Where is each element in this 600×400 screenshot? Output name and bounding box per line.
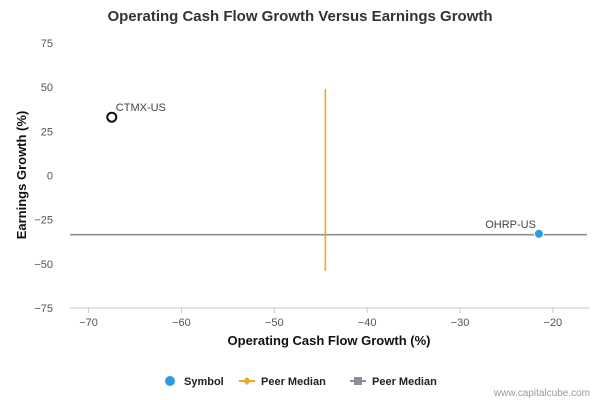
legend-circle-icon [165,376,175,386]
x-axis-title: Operating Cash Flow Growth (%) [228,333,431,348]
y-tick-label: 75 [41,38,53,50]
plot-area: −70 −60 −50 −40 −30 −20 75 50 25 0 −25 −50 −75 CTMX… [34,38,590,329]
y-tick-label: −50 [34,259,53,271]
x-axis-ticks: −70 −60 −50 −40 −30 −20 [79,308,562,329]
credit-text: www.capitalcube.com [493,388,590,399]
y-axis-title: Earnings Growth (%) [14,111,29,240]
y-tick-label: 25 [41,126,53,138]
peer-median-lines [70,88,587,271]
legend-label: Peer Median [261,376,326,388]
data-point[interactable] [106,111,118,123]
legend-item[interactable]: Peer Median [239,376,326,388]
y-axis-ticks: 75 50 25 0 −25 −50 −75 [34,38,53,315]
data-point[interactable] [533,228,544,239]
legend-item[interactable]: Peer Median [350,376,437,388]
legend-label: Peer Median [372,376,437,388]
legend-item[interactable]: Symbol [165,376,224,388]
legend-diamond-icon [243,377,251,385]
y-tick-label: −75 [34,303,53,315]
x-tick-label: −60 [172,317,191,329]
x-tick-label: −40 [358,317,377,329]
x-tick-label: −20 [544,317,563,329]
legend[interactable]: Symbol Peer Median Peer Median [165,376,437,388]
y-tick-label: 50 [41,82,53,94]
x-tick-label: −50 [265,317,284,329]
y-tick-label: 0 [47,171,53,183]
legend-label: Symbol [184,376,224,388]
chart-title: Operating Cash Flow Growth Versus Earnin… [107,8,492,25]
data-points: CTMX-US OHRP-US [106,102,544,239]
y-tick-label: −25 [34,215,53,227]
x-tick-label: −30 [451,317,470,329]
data-point-label: OHRP-US [485,219,536,231]
legend-square-icon [354,377,362,385]
data-point-label: CTMX-US [116,102,166,114]
x-tick-label: −70 [79,317,98,329]
